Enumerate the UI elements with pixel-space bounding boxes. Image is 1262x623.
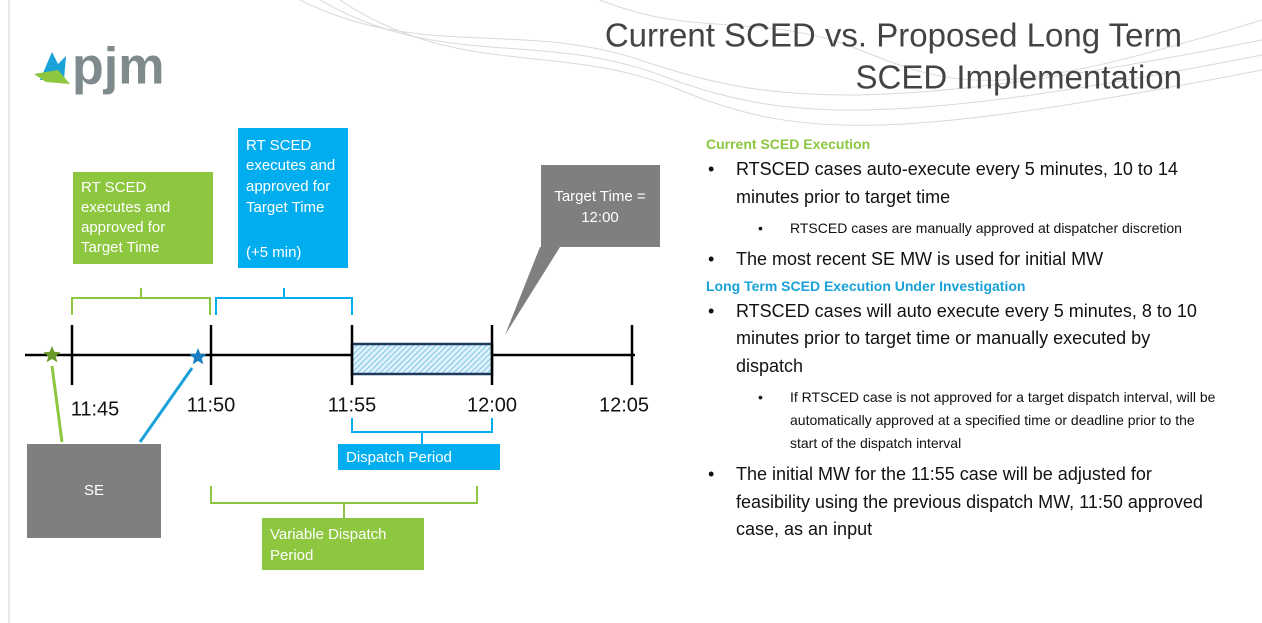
bullet: The most recent SE MW is used for initia…: [706, 246, 1218, 274]
box-text: RT SCED: [246, 137, 311, 154]
brace: [216, 288, 352, 315]
box-text: approved for: [81, 219, 165, 236]
slide: pjm Current SCED vs. Proposed Long Term …: [0, 0, 1262, 623]
bullet: RTSCED cases will auto execute every 5 m…: [706, 298, 1218, 381]
arrow: [52, 366, 62, 442]
box-text: Dispatch Period: [346, 449, 452, 466]
time-label: 11:45: [71, 398, 120, 420]
sub-bullet: If RTSCED case is not approved for a tar…: [706, 386, 1218, 455]
box-text: approved for: [246, 178, 330, 195]
callout-text: 12:00: [581, 209, 619, 226]
box-text: executes and: [246, 157, 335, 174]
sub-bullet: RTSCED cases are manually approved at di…: [706, 217, 1218, 240]
title-line: SCED Implementation: [856, 59, 1182, 96]
brace: [211, 486, 477, 518]
time-label: 11:55: [328, 394, 377, 416]
box-text: Period: [270, 547, 313, 564]
box-text: executes and: [81, 199, 170, 216]
dispatch-interval: [352, 344, 492, 374]
box-text: Target Time: [246, 199, 324, 216]
box-text: (+5 min): [246, 244, 301, 261]
brace: [72, 288, 210, 315]
title-line: Current SCED vs. Proposed Long Term: [605, 17, 1182, 54]
section-heading: Current SCED Execution: [706, 136, 1218, 152]
box-text: Variable Dispatch: [270, 526, 386, 543]
box-text: RT SCED: [81, 179, 146, 196]
callout-text: Target Time =: [554, 188, 646, 205]
star: [189, 348, 206, 364]
bullet: The initial MW for the 11:55 case will b…: [706, 461, 1218, 544]
time-label: 12:05: [599, 394, 649, 416]
notes: Current SCED Execution RTSCED cases auto-…: [706, 134, 1218, 548]
section-heading: Long Term SCED Execution Under Investiga…: [706, 278, 1218, 294]
bullet: RTSCED cases auto-execute every 5 minute…: [706, 156, 1218, 211]
logo: pjm: [34, 38, 164, 96]
time-label: 11:50: [187, 394, 236, 416]
time-label: 12:00: [467, 394, 517, 416]
arrow: [140, 368, 192, 442]
star: [43, 346, 60, 362]
brace: [352, 418, 492, 444]
logo-text: pjm: [72, 38, 164, 96]
box-text: Target Time: [81, 239, 159, 256]
se-text: SE: [84, 482, 104, 499]
